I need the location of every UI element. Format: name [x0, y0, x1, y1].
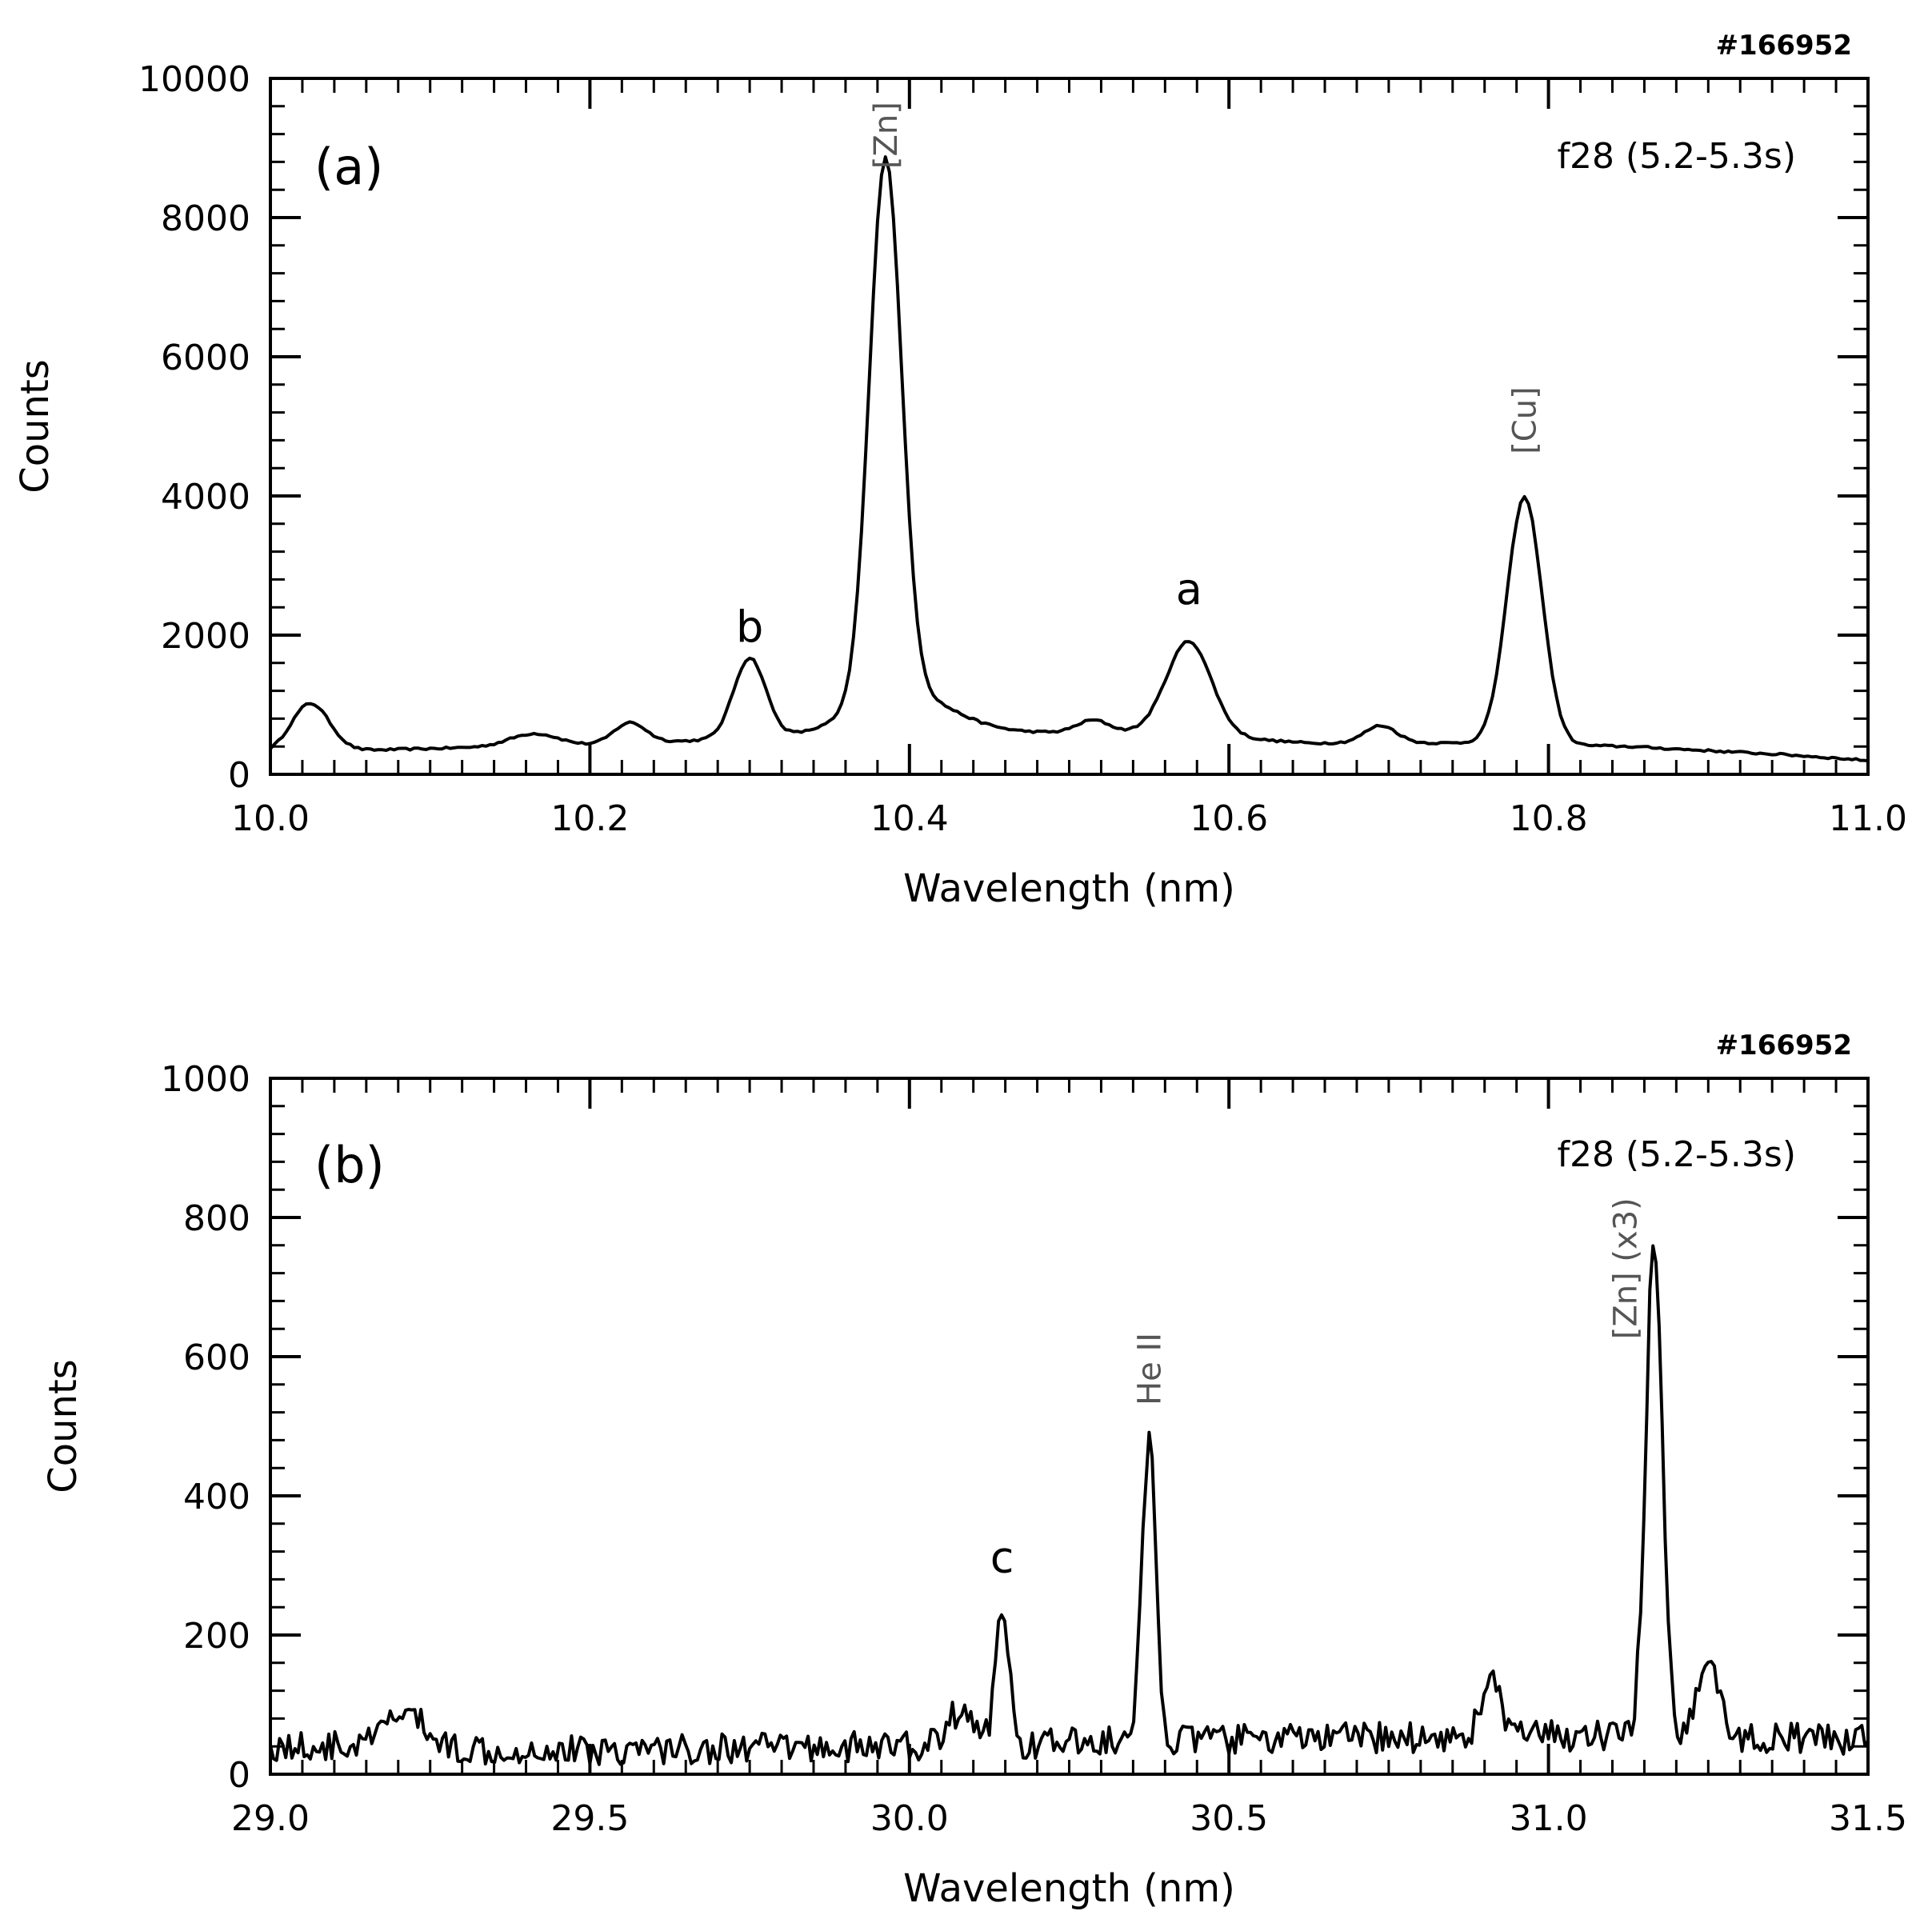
- y-tick-label: 6000: [161, 338, 250, 378]
- y-tick-label: 4000: [161, 477, 250, 518]
- line-id-label: He II: [1131, 1333, 1168, 1405]
- y-tick-label: 2000: [161, 616, 250, 657]
- x-tick-label: 30.0: [870, 1798, 949, 1839]
- x-tick-label: 10.0: [231, 798, 310, 839]
- x-tick-label: 10.6: [1190, 798, 1268, 839]
- y-tick-label: 600: [183, 1337, 250, 1378]
- frame-label: f28 (5.2-5.3s): [1557, 1134, 1796, 1175]
- y-axis-label: Counts: [41, 1359, 86, 1493]
- x-tick-label: 30.5: [1190, 1798, 1268, 1839]
- peak-label: b: [736, 602, 763, 653]
- peak-label: a: [1176, 564, 1202, 614]
- frame-label: f28 (5.2-5.3s): [1557, 136, 1796, 177]
- plot-frame: [269, 77, 1870, 776]
- x-tick-label: 29.5: [550, 1798, 629, 1839]
- y-tick-label: 800: [183, 1198, 250, 1239]
- x-tick-label: 31.0: [1510, 1798, 1588, 1839]
- x-tick-label: 10.2: [550, 798, 629, 839]
- y-tick-label: 200: [183, 1616, 250, 1657]
- spectrum-line: [269, 155, 1869, 763]
- shot-number: #166952: [1716, 30, 1852, 62]
- shot-number: #166952: [1716, 1029, 1852, 1061]
- x-axis-label: Wavelength (nm): [903, 1866, 1235, 1911]
- panel-b: 29.0 29.5 30.0 30.5 31.0 31.5 0 200 400 600 800 100…: [41, 1029, 1907, 1911]
- panel-label: (b): [314, 1136, 385, 1194]
- y-tick-label: 10000: [138, 59, 250, 100]
- line-id-label: [Cu]: [1507, 386, 1544, 454]
- panel-label: (a): [314, 138, 383, 196]
- y-tick-label: 1000: [161, 1059, 250, 1100]
- x-tick-label: 10.8: [1510, 798, 1588, 839]
- y-tick-label: 0: [228, 755, 250, 796]
- spectrum-line: [269, 1244, 1870, 1766]
- plot-frame: [269, 1077, 1870, 1776]
- x-tick-label: 10.4: [870, 798, 949, 839]
- y-axis-label: Counts: [13, 359, 58, 494]
- peak-label: c: [990, 1533, 1014, 1583]
- line-id-label: [Zn]: [868, 102, 905, 169]
- line-id-label: [Zn] (x3): [1607, 1197, 1644, 1339]
- x-tick-label: 29.0: [231, 1798, 310, 1839]
- x-tick-label: 31.5: [1829, 1798, 1907, 1839]
- x-axis-label: Wavelength (nm): [903, 866, 1235, 911]
- y-tick-label: 8000: [161, 198, 250, 239]
- y-tick-label: 0: [228, 1755, 250, 1796]
- y-tick-label: 400: [183, 1477, 250, 1517]
- x-tick-label: 11.0: [1829, 798, 1907, 839]
- panel-a: 10.0 10.2 10.4 10.6 10.8 11.0 0 2000 4000 6000 800…: [13, 30, 1907, 911]
